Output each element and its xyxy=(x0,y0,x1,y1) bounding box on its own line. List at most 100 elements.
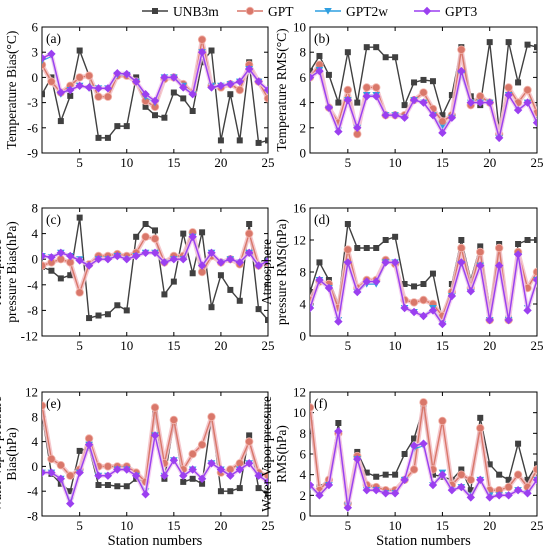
x-tick-label: 25 xyxy=(262,338,275,353)
data-point xyxy=(66,499,75,508)
data-point xyxy=(504,90,513,100)
data-point xyxy=(160,73,169,82)
data-point xyxy=(131,471,141,480)
legend-marker xyxy=(152,8,158,14)
data-point xyxy=(217,137,224,144)
data-point xyxy=(354,99,361,106)
data-point xyxy=(420,76,427,83)
panel-label: (f) xyxy=(314,396,328,411)
data-point xyxy=(334,127,343,136)
data-point xyxy=(227,286,234,293)
data-point xyxy=(438,128,447,138)
data-point xyxy=(335,99,342,106)
data-point xyxy=(363,469,370,476)
y-tick-label: 4 xyxy=(300,297,307,312)
data-point xyxy=(390,111,400,120)
data-point xyxy=(428,111,438,120)
data-point xyxy=(315,275,324,285)
y-tick-label: 12 xyxy=(293,233,306,248)
data-point xyxy=(84,83,94,92)
y-axis-label: Temperature RMS(°C) xyxy=(274,28,289,151)
data-point xyxy=(263,94,268,103)
data-point xyxy=(197,35,207,44)
data-point xyxy=(310,403,315,412)
data-point xyxy=(114,483,121,490)
data-point xyxy=(254,471,263,480)
data-point xyxy=(466,475,475,485)
data-point xyxy=(353,454,362,464)
data-point xyxy=(57,275,64,282)
data-point xyxy=(208,47,215,54)
legend-entry-gpt2w: GPT2w xyxy=(315,4,388,19)
data-point xyxy=(532,275,537,285)
x-tick-label: 10 xyxy=(120,338,133,353)
data-point xyxy=(362,83,371,92)
data-point xyxy=(169,456,179,465)
data-point xyxy=(75,73,84,82)
x-tick-label: 5 xyxy=(345,338,352,353)
series-group xyxy=(42,35,268,146)
x-tick-label: 25 xyxy=(531,338,544,353)
x-tick-label: 25 xyxy=(262,518,275,533)
series-gpt3 xyxy=(42,232,268,270)
data-point xyxy=(496,471,503,478)
y-tick-label: 8 xyxy=(32,201,39,216)
data-point xyxy=(188,90,197,99)
data-point xyxy=(362,485,371,495)
y-axis-label: Temperature Bias(°C) xyxy=(4,31,19,150)
data-point xyxy=(373,245,380,251)
y-axis-label: pressure RMS(hPa) xyxy=(274,219,289,325)
y-tick-label: 4 xyxy=(300,467,307,482)
x-tick-label: 15 xyxy=(167,338,180,353)
data-point xyxy=(170,89,177,96)
data-point xyxy=(372,485,381,495)
data-point xyxy=(310,303,315,313)
data-point xyxy=(123,483,130,490)
y-axis-label: Bias(hPa) xyxy=(4,427,19,480)
y-tick-label: 4 xyxy=(300,95,307,110)
data-point xyxy=(419,311,428,321)
data-point xyxy=(152,227,158,234)
data-point xyxy=(95,312,102,319)
data-point xyxy=(477,414,484,421)
data-point xyxy=(390,258,400,267)
data-point xyxy=(42,91,45,98)
data-point xyxy=(217,272,224,279)
data-point xyxy=(227,91,234,98)
data-point xyxy=(113,465,122,474)
data-point xyxy=(485,493,494,502)
data-point xyxy=(235,85,244,95)
data-point xyxy=(141,232,150,241)
data-point xyxy=(310,68,313,75)
data-point xyxy=(197,261,207,270)
data-point xyxy=(344,49,351,56)
panel-f: 5 10 15 20 25 0 2 4 6 8 10 12 (f) Water Vapor pressur… xyxy=(259,385,544,550)
y-tick-label: 8 xyxy=(300,426,307,441)
data-point xyxy=(381,258,390,267)
data-point xyxy=(235,77,244,86)
y-axis-label: Atmosphere xyxy=(0,239,4,305)
data-point xyxy=(199,229,206,236)
data-point xyxy=(458,237,465,243)
data-point xyxy=(363,44,370,51)
data-point xyxy=(197,48,207,57)
y-tick-label: 0 xyxy=(300,329,307,344)
x-tick-label: 5 xyxy=(76,338,83,353)
data-point xyxy=(523,98,532,107)
data-point xyxy=(344,221,351,227)
data-point xyxy=(324,480,334,490)
data-point xyxy=(56,248,66,257)
data-point xyxy=(113,69,122,78)
data-point xyxy=(409,465,419,474)
data-point xyxy=(513,470,523,479)
data-point xyxy=(76,47,83,54)
data-point xyxy=(401,102,408,109)
y-tick-label: -4 xyxy=(27,484,38,499)
panel-b: 5 10 15 20 25 0 2 4 6 8 10 (b) Temperature RMS(°C) xyxy=(274,20,544,171)
data-point xyxy=(429,78,436,85)
data-point xyxy=(66,471,75,480)
data-point xyxy=(515,440,522,447)
data-point xyxy=(179,255,188,264)
data-point xyxy=(246,432,253,439)
